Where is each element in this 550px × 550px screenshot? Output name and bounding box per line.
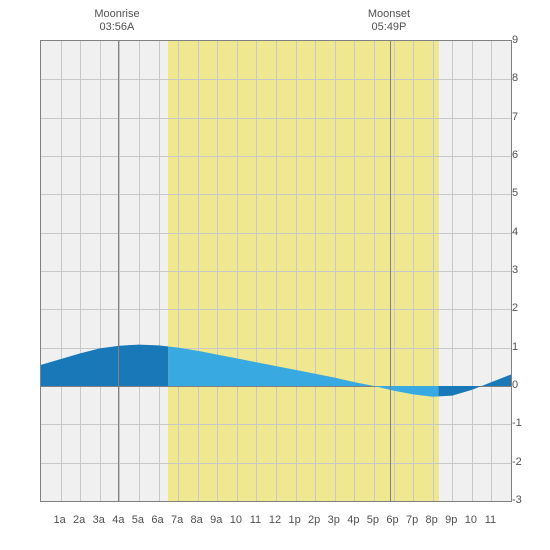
moonset-label: Moonset05:49P: [368, 8, 410, 34]
y-tick-label: -3: [512, 494, 542, 506]
x-tick-label: 9p: [445, 514, 457, 526]
x-tick-label: 2p: [308, 514, 320, 526]
tide-chart: -3-2-10123456789 1a2a3a4a5a6a7a8a9a10111…: [0, 0, 550, 550]
moonrise-marker: [118, 41, 119, 501]
x-tick-label: 7p: [406, 514, 418, 526]
x-tick-label: 6p: [386, 514, 398, 526]
event-name: Moonset: [368, 8, 410, 21]
moonrise-label: Moonrise03:56A: [94, 8, 139, 34]
x-tick-label: 5a: [132, 514, 144, 526]
tide-night-pm: [439, 375, 511, 397]
y-tick-label: 4: [512, 226, 542, 238]
moonset-marker: [390, 41, 391, 501]
y-tick-label: 7: [512, 111, 542, 123]
x-tick-label: 10: [230, 514, 242, 526]
event-name: Moonrise: [94, 8, 139, 21]
y-axis: -3-2-10123456789: [514, 40, 544, 500]
x-tick-label: 1a: [53, 514, 65, 526]
x-tick-label: 8p: [426, 514, 438, 526]
y-tick-label: 0: [512, 379, 542, 391]
event-time: 03:56A: [94, 21, 139, 34]
x-tick-label: 9a: [210, 514, 222, 526]
x-tick-label: 1p: [288, 514, 300, 526]
x-tick-label: 4a: [112, 514, 124, 526]
y-tick-label: -2: [512, 456, 542, 468]
x-tick-label: 3a: [93, 514, 105, 526]
x-tick-label: 11: [250, 514, 261, 526]
y-tick-label: 2: [512, 302, 542, 314]
y-tick-label: 5: [512, 187, 542, 199]
x-tick-label: 6a: [151, 514, 163, 526]
tide-night-am: [41, 345, 168, 386]
y-tick-label: 9: [512, 34, 542, 46]
y-tick-label: 8: [512, 72, 542, 84]
event-time: 05:49P: [368, 21, 410, 34]
x-tick-label: 5p: [367, 514, 379, 526]
y-tick-label: 1: [512, 341, 542, 353]
x-tick-label: 3p: [328, 514, 340, 526]
x-tick-label: 11: [485, 514, 496, 526]
y-tick-label: -1: [512, 417, 542, 429]
plot-area: [40, 40, 512, 502]
tide-area: [41, 41, 511, 501]
x-tick-label: 8a: [191, 514, 203, 526]
y-tick-label: 6: [512, 149, 542, 161]
x-tick-label: 2a: [73, 514, 85, 526]
y-tick-label: 3: [512, 264, 542, 276]
x-tick-label: 10: [465, 514, 477, 526]
x-tick-label: 7a: [171, 514, 183, 526]
x-tick-label: 4p: [347, 514, 359, 526]
x-tick-label: 12: [269, 514, 281, 526]
tide-day: [168, 347, 438, 397]
